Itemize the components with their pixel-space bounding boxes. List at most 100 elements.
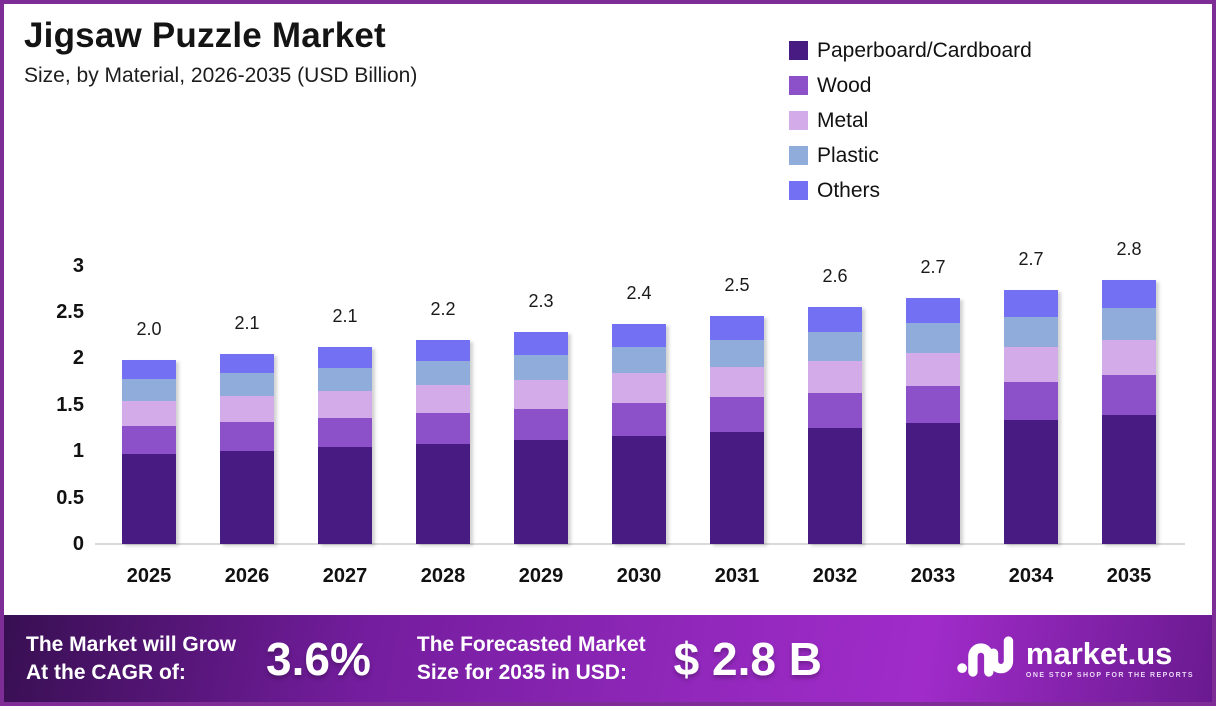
legend-label-others: Others <box>817 179 881 202</box>
bar-segment-2025-others <box>122 360 176 379</box>
bar-segment-2031-plastic <box>710 339 764 367</box>
forecast-label-line1: The Forecasted Market <box>416 632 646 656</box>
bar-segment-2035-paperboard-cardboard <box>1102 415 1156 544</box>
bar-segment-2027-plastic <box>318 367 372 391</box>
bar-segment-2030-wood <box>612 402 666 437</box>
legend-item-paperboard-cardboard: Paperboard/Cardboard <box>789 40 1032 61</box>
y-axis-tick-2: 2 <box>72 347 84 370</box>
legend-label-paperboard-cardboard: Paperboard/Cardboard <box>817 39 1032 62</box>
x-axis-label-2031: 2031 <box>714 565 760 587</box>
legend-swatch-wood <box>789 76 808 95</box>
bar-segment-2035-metal <box>1102 339 1156 376</box>
bar-total-label-2025: 2.0 <box>136 319 162 340</box>
logo-text: market.us <box>1025 635 1173 671</box>
bar-segment-2029-paperboard-cardboard <box>514 440 568 544</box>
bar-segment-2031-paperboard-cardboard <box>710 431 764 544</box>
bar-segment-2030-others <box>612 324 666 348</box>
legend-label-wood: Wood <box>817 74 872 97</box>
bar-segment-2033-paperboard-cardboard <box>906 423 960 544</box>
bar-segment-2027-others <box>318 347 372 368</box>
bar-segment-2032-metal <box>808 361 862 393</box>
legend-item-plastic: Plastic <box>789 145 1032 166</box>
bar-total-label-2026: 2.1 <box>234 312 260 333</box>
stacked-bar-2027 <box>318 347 372 544</box>
bar-segment-2035-wood <box>1102 375 1156 415</box>
bar-segment-2029-plastic <box>514 354 568 380</box>
bar-segment-2032-paperboard-cardboard <box>808 427 862 544</box>
logo-text-block: market.us ONE STOP SHOP FOR THE REPORTS <box>1025 635 1194 679</box>
bar-segment-2028-others <box>416 339 470 362</box>
bar-segment-2028-metal <box>416 385 470 414</box>
bar-segment-2030-metal <box>612 373 666 403</box>
chart-title: Jigsaw Puzzle Market <box>24 16 386 55</box>
market-us-logo: market.us ONE STOP SHOP FOR THE REPORTS <box>957 633 1194 684</box>
stacked-bar-2028 <box>416 339 470 544</box>
y-axis-tick-0.5: 0.5 <box>56 486 84 509</box>
bar-total-label-2029: 2.3 <box>528 291 554 312</box>
bar-total-label-2027: 2.1 <box>332 306 358 327</box>
x-axis-label-2025: 2025 <box>126 565 172 587</box>
market-us-logo-icon <box>957 633 1015 684</box>
bar-segment-2028-plastic <box>416 361 470 386</box>
x-axis-label-2035: 2035 <box>1106 565 1152 587</box>
legend-swatch-metal <box>789 111 808 130</box>
forecast-label: The Forecasted Market Size for 2035 in U… <box>417 631 646 687</box>
plot-area: 0 0.5 1 1.5 2 2.5 3 2.0 2025 2.1 2026 2.1 2027 2.2 202… <box>4 4 1212 702</box>
x-axis-label-2026: 2026 <box>224 565 270 587</box>
bar-segment-2025-plastic <box>122 378 176 402</box>
bar-segment-2030-plastic <box>612 347 666 374</box>
x-axis-label-2032: 2032 <box>812 565 858 587</box>
chart-header: Jigsaw Puzzle Market Size, by Material, … <box>24 16 417 88</box>
bar-segment-2028-paperboard-cardboard <box>416 443 470 544</box>
bar-segment-2033-wood <box>906 386 960 424</box>
forecast-value: $ 2.8 B <box>673 632 822 685</box>
cagr-label-line1: The Market will Grow <box>26 632 237 656</box>
bar-segment-2029-metal <box>514 379 568 409</box>
bar-segment-2026-others <box>220 353 274 374</box>
legend-label-plastic: Plastic <box>817 144 879 167</box>
bar-total-label-2033: 2.7 <box>920 257 946 278</box>
stacked-bar-2033 <box>906 298 960 544</box>
bar-total-label-2028: 2.2 <box>430 298 456 319</box>
bar-segment-2027-paperboard-cardboard <box>318 447 372 544</box>
bar-total-label-2034: 2.7 <box>1018 248 1044 269</box>
stacked-bar-2035 <box>1102 280 1156 544</box>
x-axis-label-2027: 2027 <box>322 565 368 587</box>
bar-segment-2029-others <box>514 332 568 355</box>
legend-item-metal: Metal <box>789 110 1032 131</box>
legend-item-wood: Wood <box>789 75 1032 96</box>
x-axis-line <box>95 543 1185 545</box>
stacked-bar-2031 <box>710 315 764 544</box>
forecast-label-line2: Size for 2035 in USD: <box>416 660 627 684</box>
bar-segment-2032-wood <box>808 392 862 428</box>
bar-segment-2034-plastic <box>1004 316 1058 348</box>
bar-segment-2033-plastic <box>906 323 960 353</box>
legend-swatch-paperboard-cardboard <box>789 41 808 60</box>
bar-segment-2029-wood <box>514 408 568 441</box>
bar-segment-2028-wood <box>416 413 470 444</box>
bar-segment-2030-paperboard-cardboard <box>612 436 666 544</box>
stacked-bar-2030 <box>612 324 666 544</box>
bar-segment-2025-metal <box>122 401 176 427</box>
cagr-label: The Market will Grow At the CAGR of: <box>26 631 236 687</box>
x-axis-label-2030: 2030 <box>616 565 662 587</box>
bar-total-label-2030: 2.4 <box>626 283 652 304</box>
x-axis-label-2029: 2029 <box>518 565 564 587</box>
bar-total-label-2032: 2.6 <box>822 266 848 287</box>
legend-swatch-others <box>789 181 808 200</box>
bar-total-label-2031: 2.5 <box>724 274 750 295</box>
bar-segment-2026-metal <box>220 396 274 423</box>
bar-segment-2027-metal <box>318 390 372 418</box>
bar-segment-2034-paperboard-cardboard <box>1004 419 1058 544</box>
stacked-bar-2029 <box>514 332 568 544</box>
y-axis-tick-0: 0 <box>72 533 84 555</box>
bar-segment-2026-paperboard-cardboard <box>220 451 274 544</box>
y-axis-tick-3: 3 <box>72 254 84 277</box>
logo-tagline: ONE STOP SHOP FOR THE REPORTS <box>1025 671 1194 679</box>
bar-total-label-2035: 2.8 <box>1116 239 1142 260</box>
bar-segment-2031-wood <box>710 397 764 432</box>
bar-segment-2034-metal <box>1004 347 1058 382</box>
stacked-bar-2026 <box>220 353 274 544</box>
bar-segment-2035-plastic <box>1102 308 1156 340</box>
